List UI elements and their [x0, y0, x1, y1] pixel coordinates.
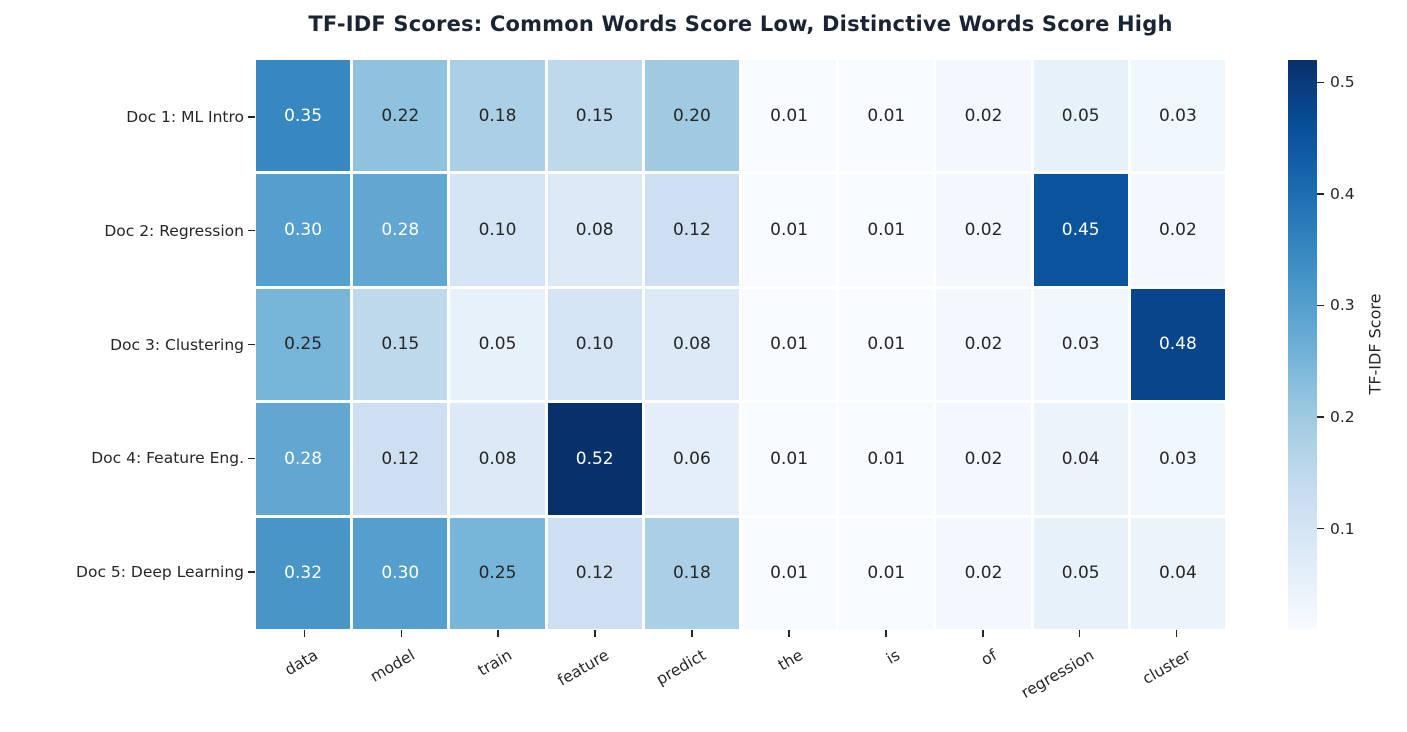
colorbar-tick-label: 0.1	[1330, 519, 1355, 538]
heatmap-cell: 0.45	[1033, 174, 1128, 286]
x-tick-mark	[400, 630, 403, 637]
heatmap-cell: 0.02	[936, 517, 1031, 629]
heatmap-cell: 0.03	[1130, 403, 1225, 515]
heatmap-grid: 0.35 0.22 0.18 0.15 0.20 0.01 0.01 0.02 0.05 0.03…	[256, 60, 1225, 629]
heatmap-cell: 0.01	[741, 174, 837, 286]
colorbar-tick-label: 0.2	[1330, 408, 1355, 427]
heatmap-cell: 0.01	[741, 60, 837, 172]
heatmap-cell: 0.35	[256, 60, 351, 172]
heatmap-cell: 0.08	[450, 403, 545, 515]
y-tick-mark	[248, 457, 255, 460]
heatmap-cell: 0.02	[1130, 174, 1225, 286]
colorbar-tick-mark	[1317, 527, 1324, 530]
heatmap-cell: 0.01	[741, 403, 837, 515]
heatmap-cell: 0.02	[936, 60, 1031, 172]
heatmap-cell: 0.20	[644, 60, 739, 172]
heatmap-cell: 0.01	[839, 288, 934, 401]
heatmap-cell: 0.25	[256, 288, 351, 401]
heatmap-cell: 0.05	[1033, 60, 1128, 172]
y-tick-label: Doc 4: Feature Eng.	[91, 449, 244, 468]
x-tick-mark	[303, 630, 306, 637]
x-tick-mark	[981, 630, 984, 637]
x-tick-mark	[885, 630, 887, 637]
heatmap-cell: 0.02	[936, 288, 1031, 401]
heatmap-cell: 0.03	[1033, 288, 1128, 401]
y-tick-label: Doc 2: Regression	[104, 221, 244, 240]
colorbar-tick-label: 0.4	[1330, 184, 1355, 203]
x-tick-mark	[788, 630, 790, 637]
x-tick-mark	[1078, 630, 1081, 637]
heatmap-cell: 0.08	[644, 288, 739, 401]
y-tick-mark	[248, 571, 255, 573]
heatmap-cell: 0.12	[547, 517, 642, 629]
heatmap-cell: 0.28	[256, 403, 351, 515]
y-tick-mark	[248, 116, 255, 118]
colorbar-tick-mark	[1317, 304, 1324, 307]
heatmap-cell: 0.04	[1033, 403, 1128, 515]
y-tick-label: Doc 3: Clustering	[110, 335, 244, 354]
heatmap-cell: 0.52	[547, 403, 642, 515]
heatmap-cell: 0.15	[547, 60, 642, 172]
y-tick-mark	[248, 229, 255, 232]
heatmap-cell: 0.18	[450, 60, 545, 172]
heatmap-cell: 0.01	[839, 403, 934, 515]
heatmap-cell: 0.12	[353, 403, 448, 515]
colorbar-tick-mark	[1317, 81, 1324, 84]
y-tick-label: Doc 1: ML Intro	[126, 107, 244, 126]
heatmap-cell: 0.01	[839, 174, 934, 286]
heatmap-cell: 0.03	[1130, 60, 1225, 172]
heatmap-cell: 0.28	[353, 174, 448, 286]
heatmap-cell: 0.10	[547, 288, 642, 401]
heatmap-cell: 0.15	[353, 288, 448, 401]
y-tick-label: Doc 5: Deep Learning	[76, 563, 244, 582]
heatmap-cell: 0.48	[1130, 288, 1225, 401]
heatmap-cell: 0.04	[1130, 517, 1225, 629]
heatmap-cell: 0.10	[450, 174, 545, 286]
heatmap-cell: 0.25	[450, 517, 545, 629]
heatmap-cell: 0.18	[644, 517, 739, 629]
x-tick-mark	[497, 630, 500, 637]
colorbar-axis-label: TF-IDF Score	[1365, 293, 1385, 395]
heatmap-cell: 0.30	[353, 517, 448, 629]
colorbar-gradient	[1288, 60, 1317, 629]
colorbar-tick-mark	[1317, 416, 1324, 418]
heatmap-cell: 0.01	[839, 60, 934, 172]
heatmap-cell: 0.01	[839, 517, 934, 629]
heatmap-cell: 0.01	[741, 288, 837, 401]
colorbar-tick-label: 0.5	[1330, 73, 1355, 92]
heatmap-cell: 0.05	[1033, 517, 1128, 629]
heatmap-cell: 0.05	[450, 288, 545, 401]
chart-title: TF-IDF Scores: Common Words Score Low, D…	[308, 12, 1173, 36]
x-tick-mark	[691, 630, 693, 637]
heatmap-cell: 0.22	[353, 60, 448, 172]
y-tick-mark	[248, 343, 255, 346]
colorbar-tick-label: 0.3	[1330, 296, 1355, 315]
heatmap-cell: 0.02	[936, 403, 1031, 515]
heatmap-cell: 0.12	[644, 174, 739, 286]
x-tick-mark	[594, 630, 596, 637]
heatmap-cell: 0.08	[547, 174, 642, 286]
heatmap-cell: 0.02	[936, 174, 1031, 286]
x-tick-mark	[1175, 630, 1178, 637]
heatmap-cell: 0.01	[741, 517, 837, 629]
heatmap-cell: 0.32	[256, 517, 351, 629]
heatmap-cell: 0.30	[256, 174, 351, 286]
colorbar-tick-mark	[1317, 193, 1324, 195]
heatmap-cell: 0.06	[644, 403, 739, 515]
